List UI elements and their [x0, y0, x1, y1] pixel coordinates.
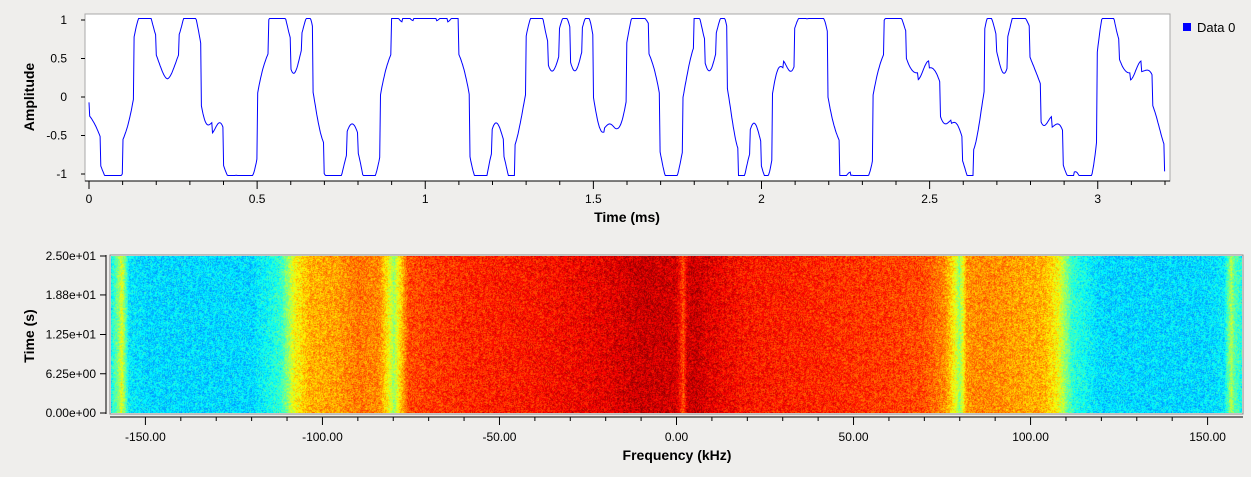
waterfall-plot: 2.50e+01 1.88e+01 1.25e+01 6.25e+00 0.00e+00…: [21, 249, 1244, 463]
time-x-tick-label: 0.5: [249, 192, 266, 206]
waterfall-x-tick-label: 50.00: [839, 430, 869, 444]
waterfall-y-tick-label: 2.50e+01: [46, 249, 97, 263]
time-plot-area: [84, 13, 1171, 182]
time-x-tick-label: 2.5: [921, 192, 938, 206]
legend-swatch-data-0: [1183, 23, 1191, 31]
waterfall-x-tick-label: -50.00: [482, 430, 516, 444]
series-data-0-line: [88, 18, 1166, 176]
time-domain-plot: 1 0.5 0 -0.5 -1 0 0.5 1 1.5 2 2.5 3 Time (ms) Ampl…: [21, 13, 1235, 225]
time-y-tick-label: 1: [60, 13, 67, 27]
time-plot-x-axis: 0 0.5 1 1.5 2 2.5 3: [85, 180, 1170, 206]
waterfall-x-tick-label: -150.00: [125, 430, 166, 444]
waterfall-y-tick-label: 1.88e+01: [46, 288, 97, 302]
time-y-tick-label: -1: [56, 167, 67, 181]
waterfall-x-tick-label: 100.00: [1012, 430, 1049, 444]
waterfall-heatmap: [111, 256, 1242, 413]
time-y-tick-label: 0.5: [50, 52, 67, 66]
waterfall-x-axis: -150.00 -100.00 -50.00 0.00 50.00 100.00 150.0…: [110, 416, 1243, 444]
waterfall-x-label: Frequency (kHz): [623, 447, 732, 463]
time-y-tick-label: 0: [60, 90, 67, 104]
waterfall-y-label: Time (s): [21, 309, 37, 362]
time-plot-y-label: Amplitude: [21, 63, 37, 132]
time-plot-y-ticks: 1 0.5 0 -0.5 -1: [46, 13, 85, 181]
time-y-tick-label: -0.5: [46, 129, 67, 143]
time-plot-x-label: Time (ms): [594, 209, 660, 225]
time-x-tick-label: 1: [422, 192, 429, 206]
waterfall-x-tick-label: -100.00: [302, 430, 343, 444]
legend-label-data-0: Data 0: [1197, 20, 1235, 35]
waterfall-x-tick-label: 0.00: [665, 430, 689, 444]
time-x-tick-label: 1.5: [585, 192, 602, 206]
waterfall-y-axis: 2.50e+01 1.88e+01 1.25e+01 6.25e+00 0.00e+00: [46, 249, 107, 420]
waterfall-y-tick-label: 0.00e+00: [46, 406, 97, 420]
time-x-tick-label: 0: [86, 192, 93, 206]
time-x-tick-label: 2: [758, 192, 765, 206]
waterfall-y-tick-label: 1.25e+01: [46, 328, 97, 342]
waterfall-y-tick-label: 6.25e+00: [46, 367, 97, 381]
legend[interactable]: Data 0: [1183, 20, 1235, 35]
time-x-tick-label: 3: [1094, 192, 1101, 206]
waterfall-x-tick-label: 150.00: [1189, 430, 1226, 444]
